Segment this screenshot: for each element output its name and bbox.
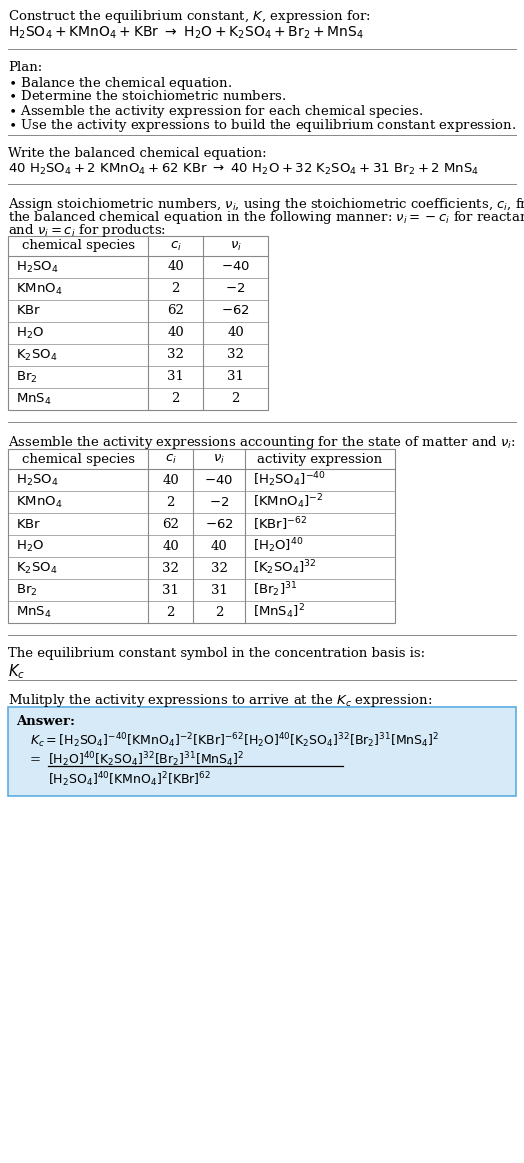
Text: $\mathrm{K_2SO_4}$: $\mathrm{K_2SO_4}$ [16,561,57,576]
Text: Construct the equilibrium constant, $K$, expression for:: Construct the equilibrium constant, $K$,… [8,8,370,24]
Text: $\bullet$ Determine the stoichiometric numbers.: $\bullet$ Determine the stoichiometric n… [8,90,286,104]
Text: Answer:: Answer: [16,715,75,728]
Text: $\mathrm{40\ H_2SO_4 + 2\ KMnO_4 + 62\ KBr}\ \rightarrow\ \mathrm{40\ H_2O + 32\: $\mathrm{40\ H_2SO_4 + 2\ KMnO_4 + 62\ K… [8,162,479,177]
Text: 40: 40 [227,327,244,340]
Text: 2: 2 [215,606,223,619]
Text: the balanced chemical equation in the following manner: $\nu_i = -c_i$ for react: the balanced chemical equation in the fo… [8,209,524,226]
Text: $\bullet$ Balance the chemical equation.: $\bullet$ Balance the chemical equation. [8,74,233,92]
Bar [8,707,516,795]
Text: Mulitply the activity expressions to arrive at the $K_c$ expression:: Mulitply the activity expressions to arr… [8,692,432,709]
Text: $c_i$: $c_i$ [170,240,181,252]
Text: $-62$: $-62$ [205,518,233,530]
Text: 31: 31 [227,371,244,384]
Text: 40: 40 [211,540,227,552]
Text: 32: 32 [162,562,179,575]
Text: $-40$: $-40$ [221,261,250,273]
Text: $\mathrm{KBr}$: $\mathrm{KBr}$ [16,518,41,530]
Text: $[\mathrm{Br_2}]^{31}$: $[\mathrm{Br_2}]^{31}$ [253,580,297,599]
Text: 40: 40 [162,540,179,552]
Text: $-2$: $-2$ [225,283,246,295]
Text: $\mathrm{KMnO_4}$: $\mathrm{KMnO_4}$ [16,281,62,297]
Text: Write the balanced chemical equation:: Write the balanced chemical equation: [8,147,267,160]
Text: $\mathrm{KMnO_4}$: $\mathrm{KMnO_4}$ [16,494,62,509]
Text: 31: 31 [167,371,184,384]
Text: $\mathrm{MnS_4}$: $\mathrm{MnS_4}$ [16,392,52,407]
Text: $K_c = [\mathrm{H_2SO_4}]^{-40} [\mathrm{KMnO_4}]^{-2} [\mathrm{KBr}]^{-62} [\ma: $K_c = [\mathrm{H_2SO_4}]^{-40} [\mathrm… [30,732,440,750]
Text: Assemble the activity expressions accounting for the state of matter and $\nu_i$: Assemble the activity expressions accoun… [8,434,516,451]
Text: $\mathrm{H_2SO_4}$: $\mathrm{H_2SO_4}$ [16,259,59,274]
Text: $\bullet$ Use the activity expressions to build the equilibrium constant express: $\bullet$ Use the activity expressions t… [8,117,516,134]
Text: $\mathrm{KBr}$: $\mathrm{KBr}$ [16,305,41,317]
Text: $\mathrm{H_2O}$: $\mathrm{H_2O}$ [16,326,44,341]
Text: 2: 2 [166,606,174,619]
Text: $\bullet$ Assemble the activity expression for each chemical species.: $\bullet$ Assemble the activity expressi… [8,104,423,120]
Text: Assign stoichiometric numbers, $\nu_i$, using the stoichiometric coefficients, $: Assign stoichiometric numbers, $\nu_i$, … [8,197,524,213]
Text: $\mathrm{Br_2}$: $\mathrm{Br_2}$ [16,370,38,385]
Text: $\mathrm{MnS_4}$: $\mathrm{MnS_4}$ [16,605,52,620]
Text: $\mathrm{H_2SO_4 + KMnO_4 + KBr}\ \rightarrow\ \mathrm{H_2O + K_2SO_4 + Br_2 + M: $\mathrm{H_2SO_4 + KMnO_4 + KBr}\ \right… [8,24,364,42]
Text: 31: 31 [211,584,227,597]
Text: activity expression: activity expression [257,452,383,465]
Bar [8,236,268,411]
Text: $\mathrm{H_2SO_4}$: $\mathrm{H_2SO_4}$ [16,472,59,487]
Text: $-62$: $-62$ [221,305,250,317]
Text: $\mathrm{Br_2}$: $\mathrm{Br_2}$ [16,583,38,598]
Text: 40: 40 [167,261,184,273]
Text: $[\mathrm{MnS_4}]^{2}$: $[\mathrm{MnS_4}]^{2}$ [253,602,305,621]
Text: 2: 2 [166,495,174,508]
Text: $c_i$: $c_i$ [165,452,177,465]
Text: chemical species: chemical species [21,452,135,465]
Text: 2: 2 [171,392,180,406]
Text: 2: 2 [231,392,239,406]
Text: 32: 32 [167,349,184,362]
Text: $\nu_i$: $\nu_i$ [213,452,225,465]
Text: $\nu_i$: $\nu_i$ [230,240,242,252]
Text: 32: 32 [227,349,244,362]
Text: $K_c$: $K_c$ [8,662,25,680]
Text: 2: 2 [171,283,180,295]
Text: 32: 32 [211,562,227,575]
Text: =: = [30,754,41,766]
Text: $[\mathrm{H_2SO_4}]^{-40}$: $[\mathrm{H_2SO_4}]^{-40}$ [253,471,326,490]
Text: The equilibrium constant symbol in the concentration basis is:: The equilibrium constant symbol in the c… [8,647,425,659]
Text: $[\mathrm{K_2SO_4}]^{32}$: $[\mathrm{K_2SO_4}]^{32}$ [253,558,316,577]
Text: 62: 62 [162,518,179,530]
Text: 31: 31 [162,584,179,597]
Text: $-2$: $-2$ [209,495,229,508]
Bar [8,449,395,623]
Text: $[\mathrm{H_2O}]^{40}$: $[\mathrm{H_2O}]^{40}$ [253,536,303,556]
Text: 40: 40 [167,327,184,340]
Text: $\mathrm{H_2O}$: $\mathrm{H_2O}$ [16,538,44,554]
Text: $[\mathrm{KMnO_4}]^{-2}$: $[\mathrm{KMnO_4}]^{-2}$ [253,493,323,512]
Text: $[\mathrm{H_2O}]^{40} [\mathrm{K_2SO_4}]^{32} [\mathrm{Br_2}]^{31} [\mathrm{MnS_: $[\mathrm{H_2O}]^{40} [\mathrm{K_2SO_4}]… [48,750,244,769]
Text: $[\mathrm{H_2SO_4}]^{40} [\mathrm{KMnO_4}]^{2} [\mathrm{KBr}]^{62}$: $[\mathrm{H_2SO_4}]^{40} [\mathrm{KMnO_4… [48,770,211,789]
Text: $-40$: $-40$ [204,473,234,486]
Text: $[\mathrm{KBr}]^{-62}$: $[\mathrm{KBr}]^{-62}$ [253,515,307,533]
Text: chemical species: chemical species [21,240,135,252]
Text: 40: 40 [162,473,179,486]
Text: 62: 62 [167,305,184,317]
Text: $\mathrm{K_2SO_4}$: $\mathrm{K_2SO_4}$ [16,348,57,363]
Text: and $\nu_i = c_i$ for products:: and $\nu_i = c_i$ for products: [8,222,166,240]
Text: Plan:: Plan: [8,60,42,74]
